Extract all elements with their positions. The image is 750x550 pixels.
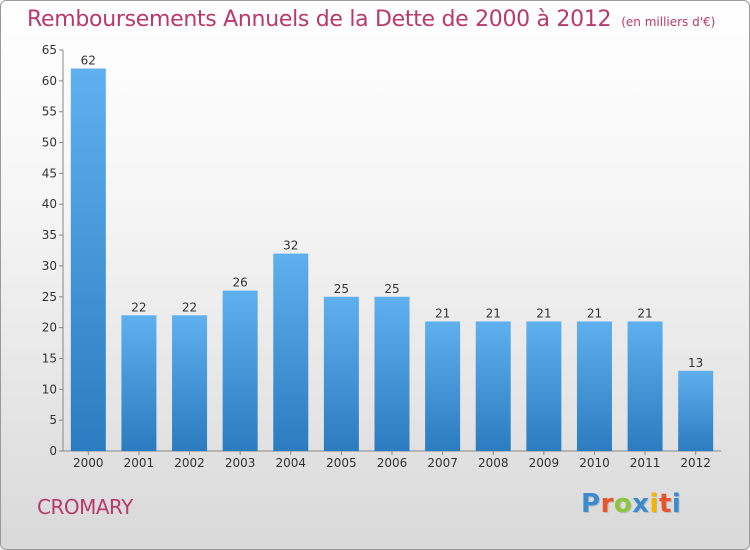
bar-value-label: 22 [131,300,146,314]
y-tick-label: 60 [42,74,57,88]
x-tick-label: 2009 [529,456,560,470]
bar [70,68,106,451]
bar [172,315,208,451]
y-tick-label: 45 [42,166,57,180]
bar [323,296,359,451]
town-name: CROMARY [37,495,133,519]
bar [374,296,410,451]
y-tick-label: 65 [42,43,57,57]
bar-value-label: 22 [182,300,197,314]
bar-value-label: 25 [334,282,349,296]
bar-value-label: 21 [536,306,551,320]
bar-value-label: 21 [486,306,501,320]
bar-value-label: 62 [81,54,96,68]
bar [425,321,461,451]
bar-value-label: 21 [637,306,652,320]
x-tick-label: 2002 [174,456,205,470]
logo-letter: i [671,489,682,519]
bar [678,370,714,451]
logo-letter: o [613,489,633,519]
logo-letter: r [600,489,614,519]
x-tick-label: 2005 [326,456,357,470]
bar [222,290,258,451]
x-tick-label: 2006 [377,456,408,470]
x-tick-label: 2000 [73,456,104,470]
logo-letter: i [649,489,659,519]
y-tick-label: 20 [42,321,57,335]
x-tick-label: 2011 [630,456,661,470]
x-tick-label: 2008 [478,456,509,470]
proxiti-logo[interactable]: Proxiti [581,489,681,519]
bar-value-label: 26 [233,276,248,290]
axes: 0 5 10 15 20 25 30 35 40 45 50 55 60 65 2000 2001 2002 20… [42,43,721,470]
bar [576,321,612,451]
title-unit: (en milliers d'€) [621,15,716,29]
bars: 62 22 22 26 32 25 25 21 21 21 21 21 13 [70,54,714,451]
logo-letter: t [658,489,672,519]
y-tick-label: 50 [42,136,57,150]
bar-value-label: 25 [384,282,399,296]
bar [273,253,309,451]
y-tick-label: 5 [49,413,57,427]
logo-letter: x [632,489,650,519]
y-tick-label: 40 [42,197,57,211]
y-tick-label: 55 [42,105,57,119]
bar [121,315,157,451]
x-tick-label: 2001 [124,456,155,470]
bar [526,321,562,451]
logo-letter: P [581,489,601,519]
x-tick-label: 2010 [579,456,610,470]
title-text: Remboursements Annuels de la Dette de 20… [27,7,612,32]
y-tick-label: 35 [42,228,57,242]
y-tick-label: 30 [42,259,57,273]
chart-title: Remboursements Annuels de la Dette de 20… [27,7,715,32]
x-tick-label: 2007 [427,456,458,470]
y-tick-label: 0 [49,444,57,458]
x-tick-label: 2012 [680,456,711,470]
y-tick-label: 25 [42,290,57,304]
y-tick-label: 15 [42,351,57,365]
bar-value-label: 13 [688,356,703,370]
x-tick-label: 2003 [225,456,256,470]
bar-value-label: 32 [283,239,298,253]
bar-value-label: 21 [587,306,602,320]
y-tick-label: 10 [42,382,57,396]
bar-value-label: 21 [435,306,450,320]
bar [627,321,663,451]
bar [475,321,511,451]
x-tick-label: 2004 [275,456,306,470]
